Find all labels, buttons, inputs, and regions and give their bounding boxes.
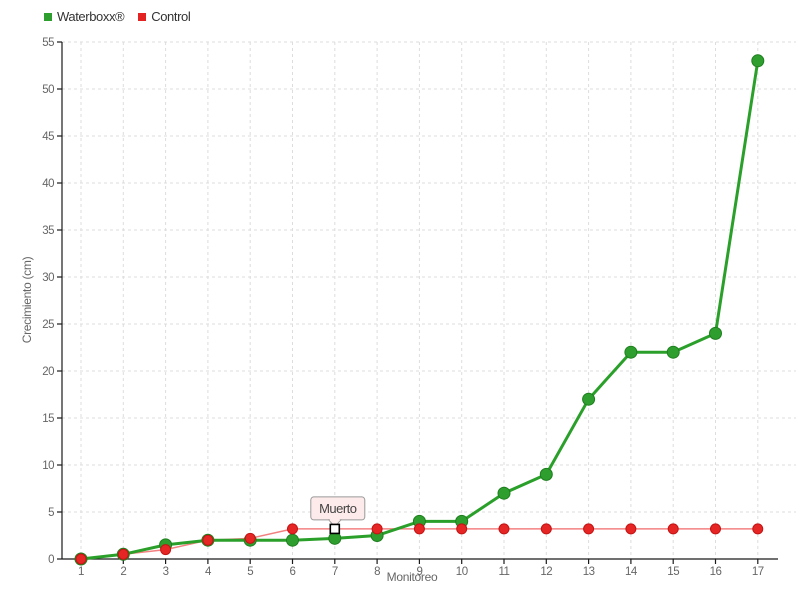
y-tick-label: 10 (42, 460, 54, 472)
y-tick-label: 30 (42, 272, 54, 284)
x-tick-label: 10 (456, 566, 468, 578)
x-tick-label: 3 (163, 566, 169, 578)
waterboxx-legend-label: Waterboxx® (57, 9, 125, 24)
x-tick-label: 1 (78, 566, 84, 578)
control-data-point (160, 544, 172, 556)
control-data-point (752, 523, 764, 535)
y-tick-label: 50 (42, 84, 54, 96)
control-markers (75, 523, 764, 565)
y-tick-label: 35 (42, 225, 54, 237)
y-tick-label: 40 (42, 178, 54, 190)
control-data-point (710, 523, 721, 535)
x-tick-label: 7 (332, 566, 338, 578)
x-tick-label: 9 (416, 566, 422, 578)
control-data-point (456, 523, 468, 535)
waterboxx-data-point (751, 54, 765, 68)
control-legend-label: Control (151, 9, 191, 24)
legend: Waterboxx® Control (44, 9, 191, 24)
control-data-point (540, 523, 552, 535)
y-tick-label: 5 (48, 507, 54, 519)
x-tick-label: 14 (625, 566, 638, 578)
x-tick-label: 11 (499, 566, 510, 578)
waterboxx-data-point (666, 345, 680, 359)
waterboxx-data-point (709, 326, 722, 340)
x-axis-title: Monitoreo (386, 570, 438, 584)
control-data-point (287, 523, 298, 535)
control-data-point (371, 523, 383, 535)
waterboxx-data-point (286, 533, 299, 547)
control-data-point (583, 523, 595, 535)
control-data-point (75, 553, 87, 565)
x-tick-label: 16 (710, 566, 722, 578)
legend-item-control[interactable]: Control (138, 9, 191, 24)
legend-item-waterboxx[interactable]: Waterboxx® (44, 9, 125, 24)
x-tick-label: 15 (667, 566, 679, 578)
x-tick-label: 8 (374, 566, 380, 578)
y-tick-label: 55 (42, 37, 54, 49)
y-tick-label: 15 (42, 413, 54, 425)
x-tick-label: 12 (540, 566, 552, 578)
control-data-point (202, 534, 214, 546)
x-tick-label: 13 (583, 566, 595, 578)
control-data-point (244, 532, 256, 544)
annotation-pointer-seam (329, 518, 340, 521)
control-data-point (625, 523, 637, 535)
x-tick-label: 6 (290, 566, 296, 578)
annotation-text: Muerto (319, 501, 357, 516)
y-tick-label: 25 (42, 319, 54, 331)
control-data-point (413, 523, 425, 535)
x-tick-label: 2 (120, 566, 126, 578)
control-dead-point-marker (329, 523, 341, 535)
waterboxx-data-point (582, 392, 596, 406)
annotation-muerto: Muerto (310, 496, 366, 528)
y-tick-label: 20 (42, 366, 54, 378)
waterboxx-legend-swatch (44, 12, 52, 21)
x-tick-label: 17 (752, 566, 764, 578)
y-tick-label: 45 (42, 131, 54, 143)
control-data-point (117, 548, 129, 560)
y-tick-label: 0 (48, 554, 54, 566)
gridlines (62, 41, 796, 559)
control-legend-swatch (138, 12, 147, 21)
control-data-point (667, 523, 679, 535)
tick-marks (57, 41, 759, 564)
waterboxx-data-point (539, 467, 553, 481)
x-tick-label: 4 (205, 566, 212, 578)
waterboxx-data-point (624, 345, 638, 359)
waterboxx-data-point (497, 486, 511, 500)
x-tick-label: 5 (247, 566, 253, 578)
control-data-point (498, 523, 510, 535)
